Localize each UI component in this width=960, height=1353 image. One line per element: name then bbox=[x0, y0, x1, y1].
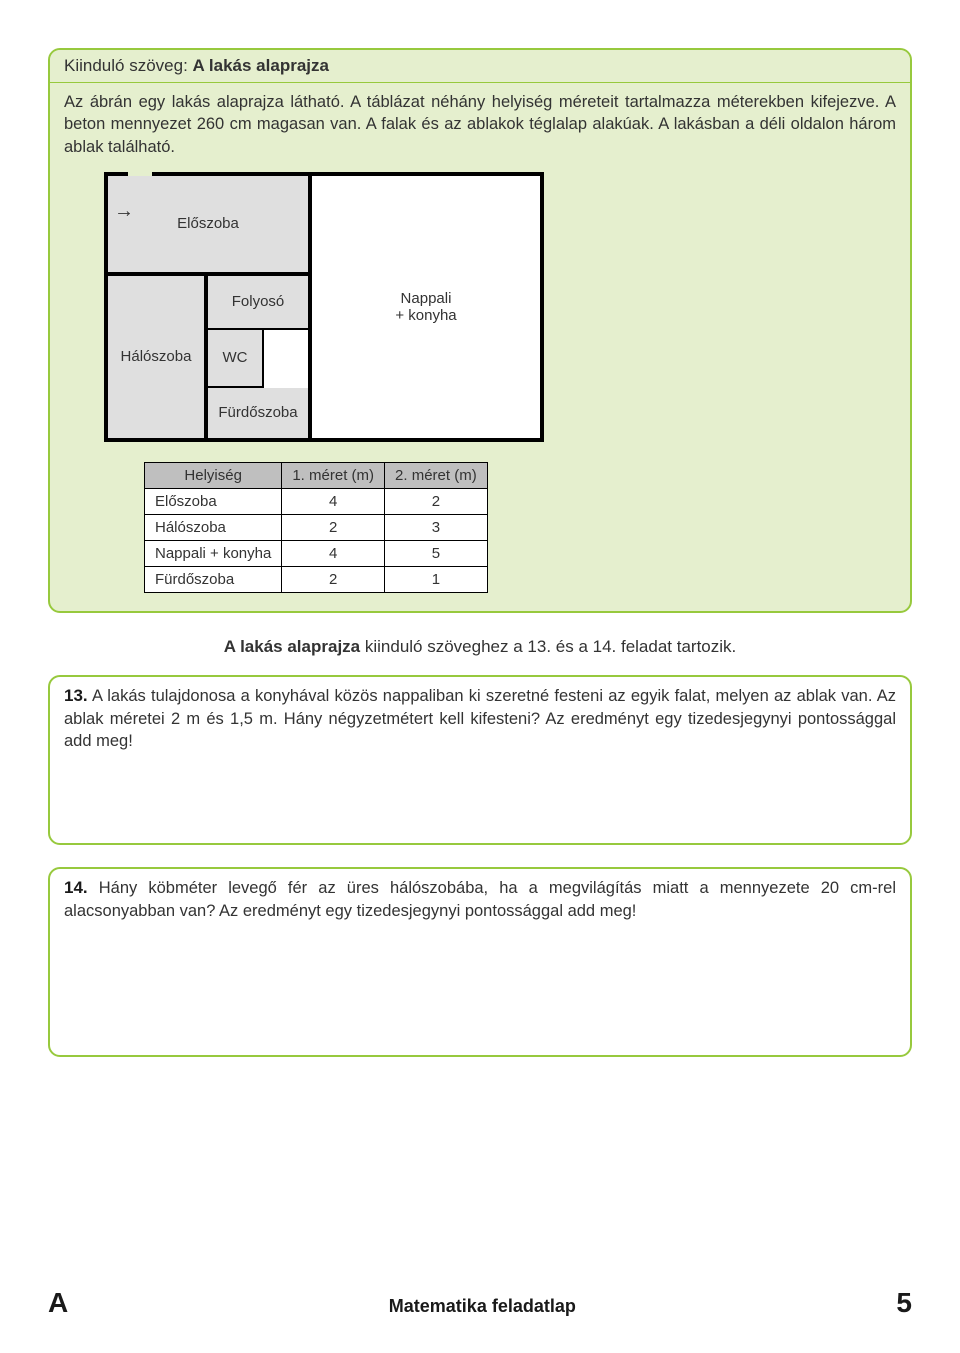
room-nappali-label: Nappali + konyha bbox=[395, 290, 456, 324]
intro-paragraph: Az ábrán egy lakás alaprajza látható. A … bbox=[64, 91, 896, 158]
col-m2: 2. méret (m) bbox=[385, 462, 488, 488]
cell: 3 bbox=[385, 514, 488, 540]
cell: Fürdőszoba bbox=[145, 566, 282, 592]
question-13-num: 13. bbox=[64, 686, 88, 705]
page-footer: A Matematika feladatlap 5 bbox=[48, 1287, 912, 1319]
question-13-body: A lakás tulajdonosa a konyhával közös na… bbox=[64, 687, 896, 750]
cell: 4 bbox=[282, 540, 385, 566]
col-m1: 1. méret (m) bbox=[282, 462, 385, 488]
page: Kiinduló szöveg: A lakás alaprajza Az áb… bbox=[0, 0, 960, 1353]
question-13-box: 13. A lakás tulajdonosa a konyhával közö… bbox=[48, 675, 912, 845]
cell: Hálószoba bbox=[145, 514, 282, 540]
question-14-body: Hány köbméter levegő fér az üres hálószo… bbox=[64, 879, 896, 920]
question-14-text: 14. Hány köbméter levegő fér az üres hál… bbox=[64, 877, 896, 922]
mid-sentence: A lakás alaprajza kiinduló szöveghez a 1… bbox=[48, 637, 912, 657]
starting-label: Kiinduló szöveg: bbox=[64, 56, 188, 75]
room-haloszoba-label: Hálószoba bbox=[121, 348, 192, 365]
room-eloszoba: → Előszoba bbox=[108, 176, 308, 276]
mid-bold: A lakás alaprajza bbox=[224, 637, 360, 656]
starting-text-box: Kiinduló szöveg: A lakás alaprajza Az áb… bbox=[48, 48, 912, 613]
footer-right: 5 bbox=[896, 1287, 912, 1319]
question-14-box: 14. Hány köbméter levegő fér az üres hál… bbox=[48, 867, 912, 1057]
cell: 1 bbox=[385, 566, 488, 592]
col-room: Helyiség bbox=[145, 462, 282, 488]
cell: Előszoba bbox=[145, 488, 282, 514]
footer-center: Matematika feladatlap bbox=[389, 1296, 576, 1317]
question-13-text: 13. A lakás tulajdonosa a konyhával közö… bbox=[64, 685, 896, 752]
table-header-row: Helyiség 1. méret (m) 2. méret (m) bbox=[145, 462, 488, 488]
room-haloszoba: Hálószoba bbox=[108, 276, 208, 438]
starting-title: A lakás alaprajza bbox=[193, 56, 329, 75]
box-title: Kiinduló szöveg: A lakás alaprajza bbox=[50, 50, 910, 83]
entry-arrow-icon: → bbox=[114, 200, 134, 223]
question-14-num: 14. bbox=[64, 878, 88, 897]
footer-left: A bbox=[48, 1287, 68, 1319]
room-nappali: Nappali + konyha bbox=[312, 176, 540, 438]
cell: Nappali + konyha bbox=[145, 540, 282, 566]
mid-rest: kiinduló szöveghez a 13. és a 14. felada… bbox=[365, 637, 736, 656]
cell: 2 bbox=[282, 514, 385, 540]
room-eloszoba-label: Előszoba bbox=[177, 215, 239, 232]
dimensions-table: Helyiség 1. méret (m) 2. méret (m) Elősz… bbox=[144, 462, 488, 593]
cell: 5 bbox=[385, 540, 488, 566]
room-folyoso-label: Folyosó bbox=[232, 293, 285, 310]
door-icon bbox=[128, 172, 152, 176]
table-row: Nappali + konyha 4 5 bbox=[145, 540, 488, 566]
room-furdoszoba-label: Fürdőszoba bbox=[218, 404, 297, 421]
table-row: Hálószoba 2 3 bbox=[145, 514, 488, 540]
room-wc: WC bbox=[208, 330, 264, 388]
room-wc-label: WC bbox=[223, 349, 248, 366]
table-row: Előszoba 4 2 bbox=[145, 488, 488, 514]
cell: 2 bbox=[282, 566, 385, 592]
floorplan-wrap: → Előszoba Hálószoba Folyosó WC Fürdőszo… bbox=[104, 172, 544, 593]
floorplan: → Előszoba Hálószoba Folyosó WC Fürdőszo… bbox=[104, 172, 544, 442]
room-furdoszoba: Fürdőszoba bbox=[208, 388, 308, 438]
room-folyoso: Folyosó bbox=[208, 276, 308, 330]
cell: 2 bbox=[385, 488, 488, 514]
table-row: Fürdőszoba 2 1 bbox=[145, 566, 488, 592]
cell: 4 bbox=[282, 488, 385, 514]
